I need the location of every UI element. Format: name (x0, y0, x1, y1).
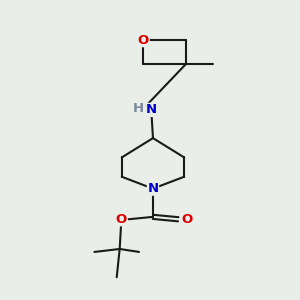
Text: H: H (133, 102, 144, 115)
Text: O: O (116, 213, 127, 226)
Text: O: O (138, 34, 149, 46)
Text: N: N (146, 103, 157, 116)
Text: N: N (147, 182, 158, 195)
Text: O: O (181, 213, 192, 226)
